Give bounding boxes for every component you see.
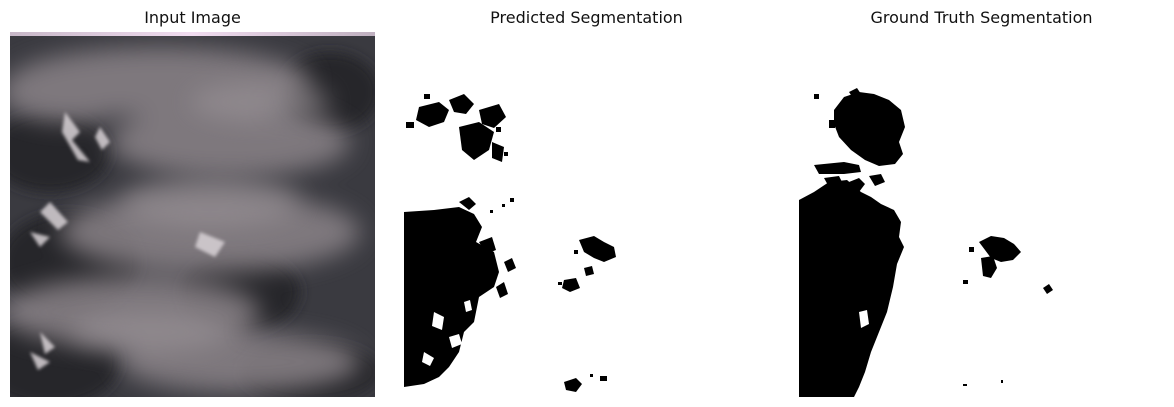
predicted-segmentation-mask bbox=[404, 32, 769, 397]
ground-truth-segmentation-mask bbox=[799, 32, 1164, 397]
input-satellite-image bbox=[10, 32, 375, 397]
input-image-title: Input Image bbox=[144, 8, 241, 27]
input-image-panel: Input Image bbox=[10, 0, 375, 407]
ground-truth-segmentation-panel: Ground Truth Segmentation bbox=[799, 0, 1164, 407]
predicted-segmentation-panel: Predicted Segmentation bbox=[404, 0, 769, 407]
ground-truth-segmentation-title: Ground Truth Segmentation bbox=[870, 8, 1093, 27]
predicted-segmentation-title: Predicted Segmentation bbox=[490, 8, 683, 27]
